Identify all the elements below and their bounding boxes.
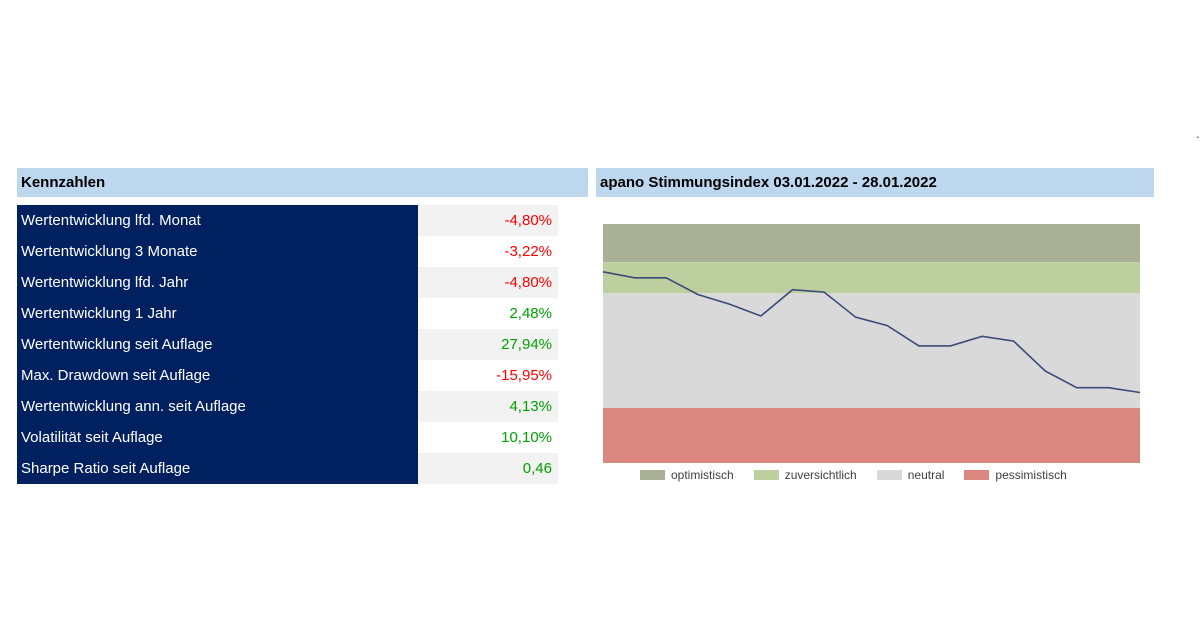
- legend-swatch: [640, 470, 665, 480]
- table-row: Sharpe Ratio seit Auflage 0,46: [17, 453, 558, 484]
- row-label: Wertentwicklung ann. seit Auflage: [17, 391, 418, 422]
- row-label: Wertentwicklung seit Auflage: [17, 329, 418, 360]
- table-row: Wertentwicklung lfd. Jahr -4,80%: [17, 267, 558, 298]
- sentiment-chart: [602, 224, 1141, 463]
- legend-label: pessimistisch: [995, 468, 1067, 482]
- row-label: Sharpe Ratio seit Auflage: [17, 453, 418, 484]
- kennzahlen-header: Kennzahlen: [17, 168, 588, 197]
- legend-swatch: [753, 470, 779, 480]
- band-zuversichtlich: [603, 262, 1140, 294]
- chart-legend: optimistisch zuversichtlich neutral pessimi…: [640, 468, 1087, 482]
- table-row: Wertentwicklung ann. seit Auflage 4,13%: [17, 391, 558, 422]
- edge-mark: ․: [1196, 129, 1200, 141]
- row-value: 4,13%: [418, 391, 558, 422]
- chart-title: apano Stimmungsindex 03.01.2022 - 28.01.…: [600, 174, 937, 191]
- row-value: -15,95%: [418, 360, 558, 391]
- row-label: Wertentwicklung 3 Monate: [17, 236, 418, 267]
- row-label: Wertentwicklung lfd. Jahr: [17, 267, 418, 298]
- legend-item-zuversichtlich: zuversichtlich: [753, 468, 857, 482]
- legend-item-neutral: neutral: [876, 468, 945, 482]
- band-optimistisch: [603, 224, 1140, 263]
- row-label: Wertentwicklung 1 Jahr: [17, 298, 418, 329]
- row-value: 2,48%: [418, 298, 558, 329]
- row-value: 27,94%: [418, 329, 558, 360]
- legend-swatch: [876, 470, 902, 480]
- table-row: Wertentwicklung lfd. Monat -4,80%: [17, 205, 558, 236]
- row-value: 10,10%: [418, 422, 558, 453]
- legend-swatch: [964, 470, 990, 480]
- row-value: -3,22%: [418, 236, 558, 267]
- band-pessimistisch: [603, 408, 1140, 463]
- table-row: Wertentwicklung 1 Jahr 2,48%: [17, 298, 558, 329]
- kennzahlen-title: Kennzahlen: [21, 174, 106, 191]
- chart-header: apano Stimmungsindex 03.01.2022 - 28.01.…: [596, 168, 1154, 197]
- table-row: Wertentwicklung seit Auflage 27,94%: [17, 329, 558, 360]
- legend-item-optimistisch: optimistisch: [640, 468, 734, 482]
- table-row: Wertentwicklung 3 Monate -3,22%: [17, 236, 558, 267]
- kennzahlen-table: Wertentwicklung lfd. Monat -4,80% Wertentw…: [17, 205, 558, 484]
- table-row: Volatilität seit Auflage 10,10%: [17, 422, 558, 453]
- band-neutral: [603, 293, 1140, 409]
- row-value: -4,80%: [418, 267, 558, 298]
- row-value: 0,46: [418, 453, 558, 484]
- legend-label: neutral: [907, 468, 945, 482]
- series-line: [602, 271, 1141, 394]
- row-value: -4,80%: [418, 205, 558, 236]
- row-label: Volatilität seit Auflage: [17, 422, 418, 453]
- row-label: Max. Drawdown seit Auflage: [17, 360, 418, 391]
- legend-label: zuversichtlich: [784, 468, 857, 482]
- row-label: Wertentwicklung lfd. Monat: [17, 205, 418, 236]
- table-row: Max. Drawdown seit Auflage -15,95%: [17, 360, 558, 391]
- legend-label: optimistisch: [671, 468, 734, 482]
- legend-item-pessimistisch: pessimistisch: [964, 468, 1067, 482]
